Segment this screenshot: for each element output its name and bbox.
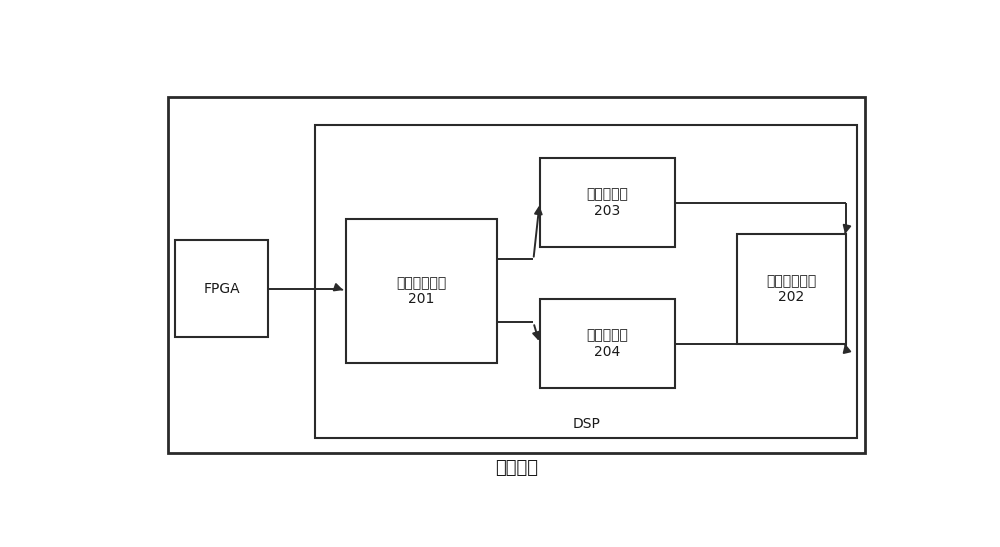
Text: 第一缓冲区
203: 第一缓冲区 203	[586, 188, 628, 218]
Bar	[540, 299, 675, 388]
Text: 数据接收单元
201: 数据接收单元 201	[396, 276, 447, 306]
Text: 数据计算单元
202: 数据计算单元 202	[766, 274, 817, 304]
Bar	[737, 234, 846, 344]
Bar	[346, 219, 497, 363]
Text: FPGA: FPGA	[204, 282, 240, 296]
Bar	[540, 158, 675, 247]
Text: 测量装置: 测量装置	[495, 459, 538, 477]
Bar	[168, 97, 865, 453]
Bar	[175, 241, 268, 337]
Bar	[315, 125, 857, 438]
Text: 第二缓冲区
204: 第二缓冲区 204	[586, 329, 628, 359]
Text: DSP: DSP	[572, 417, 600, 432]
